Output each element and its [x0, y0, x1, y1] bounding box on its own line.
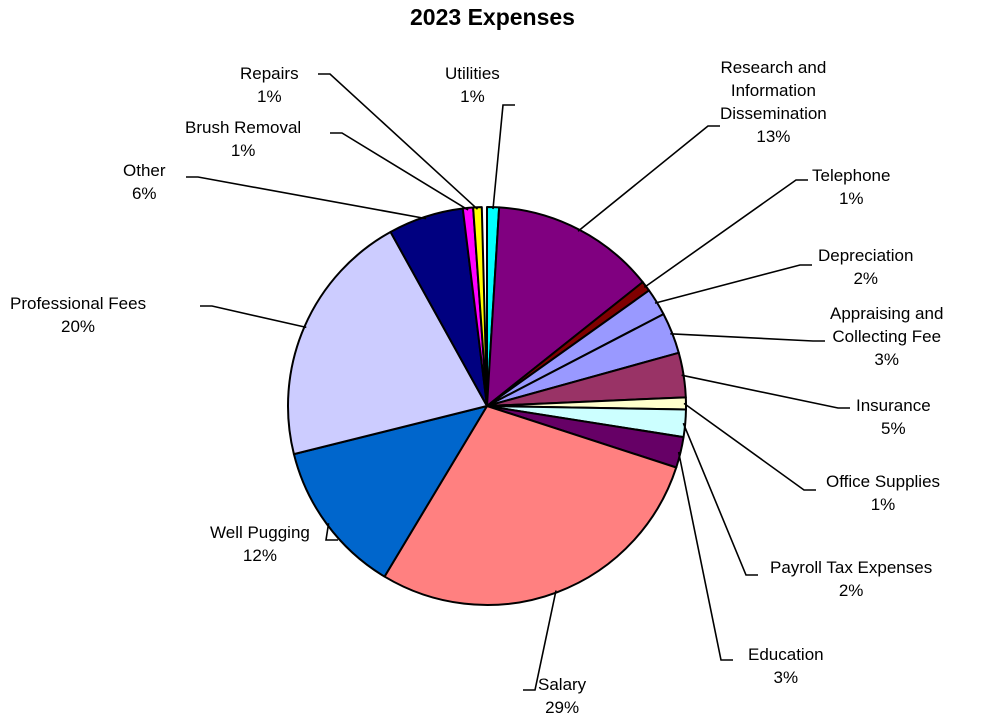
slice-label: Salary 29%: [538, 673, 586, 719]
slice-percent: 20%: [61, 317, 96, 336]
leader-line: [683, 402, 816, 491]
slice-label-text: Salary: [538, 675, 587, 694]
slice-percent: 2%: [853, 269, 879, 288]
slice-label-text: Payroll Tax Expenses: [770, 558, 933, 577]
slice-label-text: Repairs: [240, 64, 299, 83]
slice-label: Utilities 1%: [445, 62, 500, 108]
slice-percent: 29%: [545, 698, 580, 717]
leader-line: [200, 305, 307, 329]
pie-slice-repairs: [472, 206, 488, 407]
slice-label-text: Telephone: [812, 166, 891, 185]
slice-percent: 2%: [838, 581, 864, 600]
leader-line: [682, 422, 758, 576]
slice-label-text: Depreciation: [818, 246, 914, 265]
slice-label: Telephone 1%: [812, 164, 890, 210]
slice-label: Other 6%: [123, 159, 166, 205]
slice-label: Appraising and Collecting Fee 3%: [830, 302, 943, 371]
slice-label: Repairs 1%: [240, 62, 299, 108]
slice-label-text: Brush Removal: [185, 118, 302, 137]
leader-line: [677, 451, 733, 661]
slice-percent: 1%: [838, 189, 864, 208]
slice-label-text: Education: [748, 645, 824, 664]
slice-label: Insurance 5%: [856, 394, 931, 440]
pie-slice-well-pugging: [292, 405, 488, 578]
slice-percent: 6%: [131, 184, 157, 203]
slice-label-text: Appraising and: [830, 304, 944, 323]
slice-label-text: Utilities: [445, 64, 500, 83]
slice-label: Office Supplies 1%: [826, 470, 940, 516]
leader-line: [318, 73, 479, 210]
leader-line: [330, 132, 469, 211]
chart-title: 2023 Expenses: [410, 4, 575, 30]
slice-percent: 1%: [870, 495, 896, 514]
leader-line: [577, 125, 720, 232]
leader-line: [670, 333, 825, 342]
slice-label: Education 3%: [748, 643, 824, 689]
slice-percent: 13%: [756, 127, 791, 146]
slice-percent: 3%: [874, 350, 899, 369]
slice-label-text: Office Supplies: [826, 472, 941, 491]
slice-label-text: Professional Fees: [10, 294, 147, 313]
slice-percent: 1%: [257, 87, 282, 106]
slice-label-text: Insurance: [856, 396, 931, 415]
leader-line: [186, 176, 427, 220]
slice-percent: 12%: [242, 546, 277, 565]
leader-line: [325, 523, 338, 541]
slice-label-text: Research and: [720, 58, 827, 77]
leader-line: [492, 104, 515, 210]
slice-label: Payroll Tax Expenses 2%: [770, 556, 932, 602]
slice-label-text: Dissemination: [720, 104, 827, 123]
leader-line: [643, 179, 808, 289]
slice-label-text: Well Pugging: [210, 523, 310, 542]
leader-line: [654, 264, 812, 304]
slice-percent: 1%: [460, 87, 485, 106]
slice-label: Well Pugging 12%: [210, 521, 310, 567]
leader-line: [681, 374, 850, 409]
slice-label-text: Collecting Fee: [832, 327, 942, 346]
slice-percent: 1%: [230, 141, 256, 160]
leader-line: [523, 590, 557, 691]
slice-label-text: Other: [123, 161, 166, 180]
slice-label: Brush Removal 1%: [185, 116, 301, 162]
slice-label: Research and Information Dissemination 13%: [720, 56, 827, 148]
slice-percent: 5%: [881, 419, 906, 438]
slice-label: Depreciation 2%: [818, 244, 913, 290]
slice-percent: 3%: [773, 668, 799, 687]
slice-label-text: Information: [730, 81, 816, 100]
slice-label: Professional Fees 20%: [10, 292, 146, 338]
pie-slice-research-and-information-dissemination: [486, 206, 644, 407]
